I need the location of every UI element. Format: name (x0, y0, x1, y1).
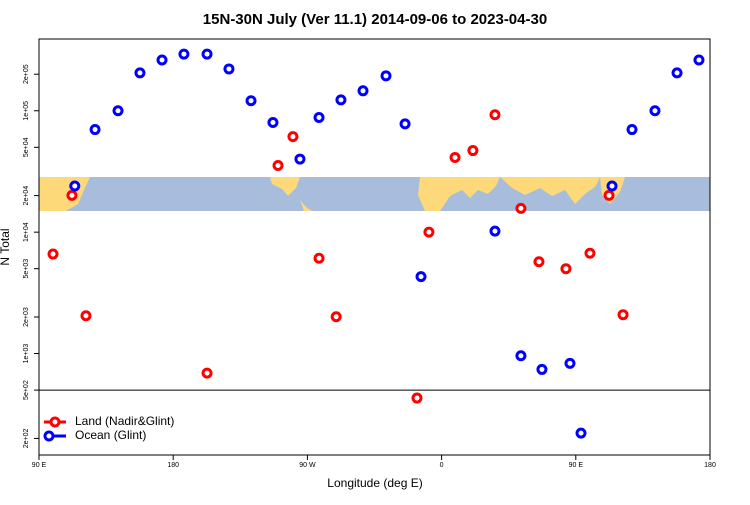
point (515, 202, 527, 214)
point (272, 160, 284, 172)
point (357, 85, 369, 97)
point (201, 48, 213, 60)
y-tick-label: 5e+03 (23, 259, 30, 279)
point (536, 363, 548, 375)
point (156, 54, 168, 66)
point (335, 94, 347, 106)
legend-marker (43, 430, 55, 442)
point (515, 350, 527, 362)
legend-label: Ocean (Glint) (75, 428, 146, 442)
point (399, 118, 411, 130)
y-tick-label: 1e+04 (23, 222, 30, 242)
point (66, 189, 78, 201)
x-tick-label: 180 (167, 462, 179, 469)
point (626, 124, 638, 136)
point (671, 67, 683, 79)
point (69, 180, 81, 192)
point (287, 131, 299, 143)
point (606, 180, 618, 192)
point (584, 247, 596, 259)
x-tick-label: 0 (440, 462, 444, 469)
point (560, 263, 572, 275)
point (201, 367, 213, 379)
point (575, 427, 587, 439)
point (80, 310, 92, 322)
point (693, 54, 705, 66)
point (415, 271, 427, 283)
y-tick-label: 2e+04 (23, 186, 30, 206)
point (533, 256, 545, 268)
point (134, 67, 146, 79)
point (489, 109, 501, 121)
point (47, 248, 59, 260)
y-tick-label: 1e+05 (23, 101, 30, 121)
y-tick-label: 5e+04 (23, 137, 30, 157)
point (112, 105, 124, 117)
point (330, 311, 342, 323)
y-tick-label: 2e+05 (23, 64, 30, 84)
point (245, 95, 257, 107)
point (178, 48, 190, 60)
x-axis-label: Longitude (deg E) (327, 476, 422, 490)
y-tick-label: 2e+02 (23, 428, 30, 448)
x-tick-label: 90 E (569, 462, 584, 469)
point (294, 153, 306, 165)
world-map (39, 177, 710, 211)
x-tick-label: 180 (704, 462, 716, 469)
y-tick-label: 2e+03 (23, 307, 30, 327)
point (449, 152, 461, 164)
point (603, 189, 615, 201)
point (423, 226, 435, 238)
y-axis-label: N Total (0, 228, 12, 265)
chart-title: 15N-30N July (Ver 11.1) 2014-09-06 to 20… (203, 11, 547, 28)
y-tick-label: 1e+03 (23, 344, 30, 364)
x-tick-label: 90 W (299, 462, 316, 469)
point (313, 111, 325, 123)
point (223, 63, 235, 75)
point (313, 252, 325, 264)
point (564, 357, 576, 369)
point (617, 309, 629, 321)
y-tick-label: 5e+02 (23, 380, 30, 400)
point (649, 105, 661, 117)
plot-frame (38, 38, 711, 456)
point (467, 145, 479, 157)
legend-label: Land (Nadir&Glint) (75, 414, 174, 428)
point (489, 225, 501, 237)
point (267, 117, 279, 129)
x-tick-label: 90 E (32, 462, 47, 469)
point (380, 70, 392, 82)
point (89, 124, 101, 136)
legend-marker (49, 416, 61, 428)
point (411, 392, 423, 404)
